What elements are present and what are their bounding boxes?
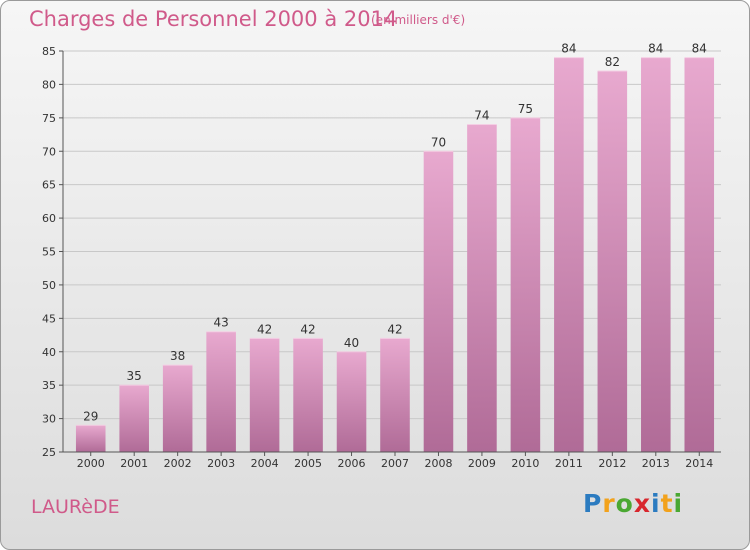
y-tick-label: 35 [42,379,56,392]
data-label: 84 [648,42,663,56]
bar [380,338,410,452]
y-tick-label: 60 [42,212,56,225]
commune-name: LAURèDE [31,496,120,518]
y-tick-label: 25 [42,446,56,459]
data-label: 38 [170,349,185,363]
logo-letter: x [633,489,651,518]
bar [641,57,671,452]
y-tick-label: 45 [42,312,56,325]
data-label: 29 [83,409,98,423]
bar [162,365,193,452]
x-tick-label: 2008 [424,457,452,470]
data-label: 70 [431,135,446,149]
bar [554,57,584,452]
proxiti-logo: Proxiti [583,489,683,518]
bar [684,57,715,452]
data-label: 42 [257,322,272,336]
bar [467,124,497,453]
data-label: 35 [127,369,142,383]
logo-letter: P [583,489,603,518]
data-label: 84 [692,42,707,56]
y-tick-label: 65 [42,179,56,192]
x-tick-label: 2006 [338,457,366,470]
x-tick-label: 2013 [642,457,670,470]
bar [249,338,280,452]
chart-subtitle: (en milliers d'€) [371,13,466,27]
data-label: 43 [213,316,228,330]
x-tick-label: 2001 [120,457,148,470]
data-label: 74 [474,109,489,123]
y-tick-label: 80 [42,78,56,91]
bar [336,351,367,452]
y-tick-label: 40 [42,346,56,359]
bar [119,385,149,452]
logo-letter: o [615,489,634,518]
x-tick-label: 2007 [381,457,409,470]
data-label: 42 [387,322,402,336]
x-tick-label: 2005 [294,457,322,470]
x-tick-label: 2010 [511,457,539,470]
logo-letter: t [660,489,674,518]
bar [206,331,236,452]
x-tick-label: 2004 [251,457,279,470]
y-tick-label: 50 [42,279,56,292]
y-tick-label: 75 [42,112,56,125]
x-tick-label: 2009 [468,457,496,470]
x-tick-label: 2002 [164,457,192,470]
x-tick-label: 2000 [77,457,105,470]
data-label: 40 [344,336,359,350]
bar [293,338,323,452]
x-tick-label: 2014 [685,457,713,470]
bar [510,117,541,452]
data-label: 84 [561,42,576,56]
bar [75,425,106,452]
y-tick-label: 85 [42,45,56,58]
bar [597,71,628,453]
bar [423,151,454,452]
y-tick-label: 30 [42,413,56,426]
x-tick-label: 2011 [555,457,583,470]
logo-letter: i [673,489,684,518]
chart-title: Charges de Personnel 2000 à 2014 [29,7,398,31]
data-label: 42 [300,322,315,336]
y-tick-label: 70 [42,145,56,158]
logo-letter: i [651,489,661,518]
data-label: 75 [518,102,533,116]
data-label: 82 [605,55,620,69]
x-tick-label: 2003 [207,457,235,470]
x-tick-label: 2012 [598,457,626,470]
logo-letter: r [602,489,616,518]
y-tick-label: 55 [42,246,56,259]
